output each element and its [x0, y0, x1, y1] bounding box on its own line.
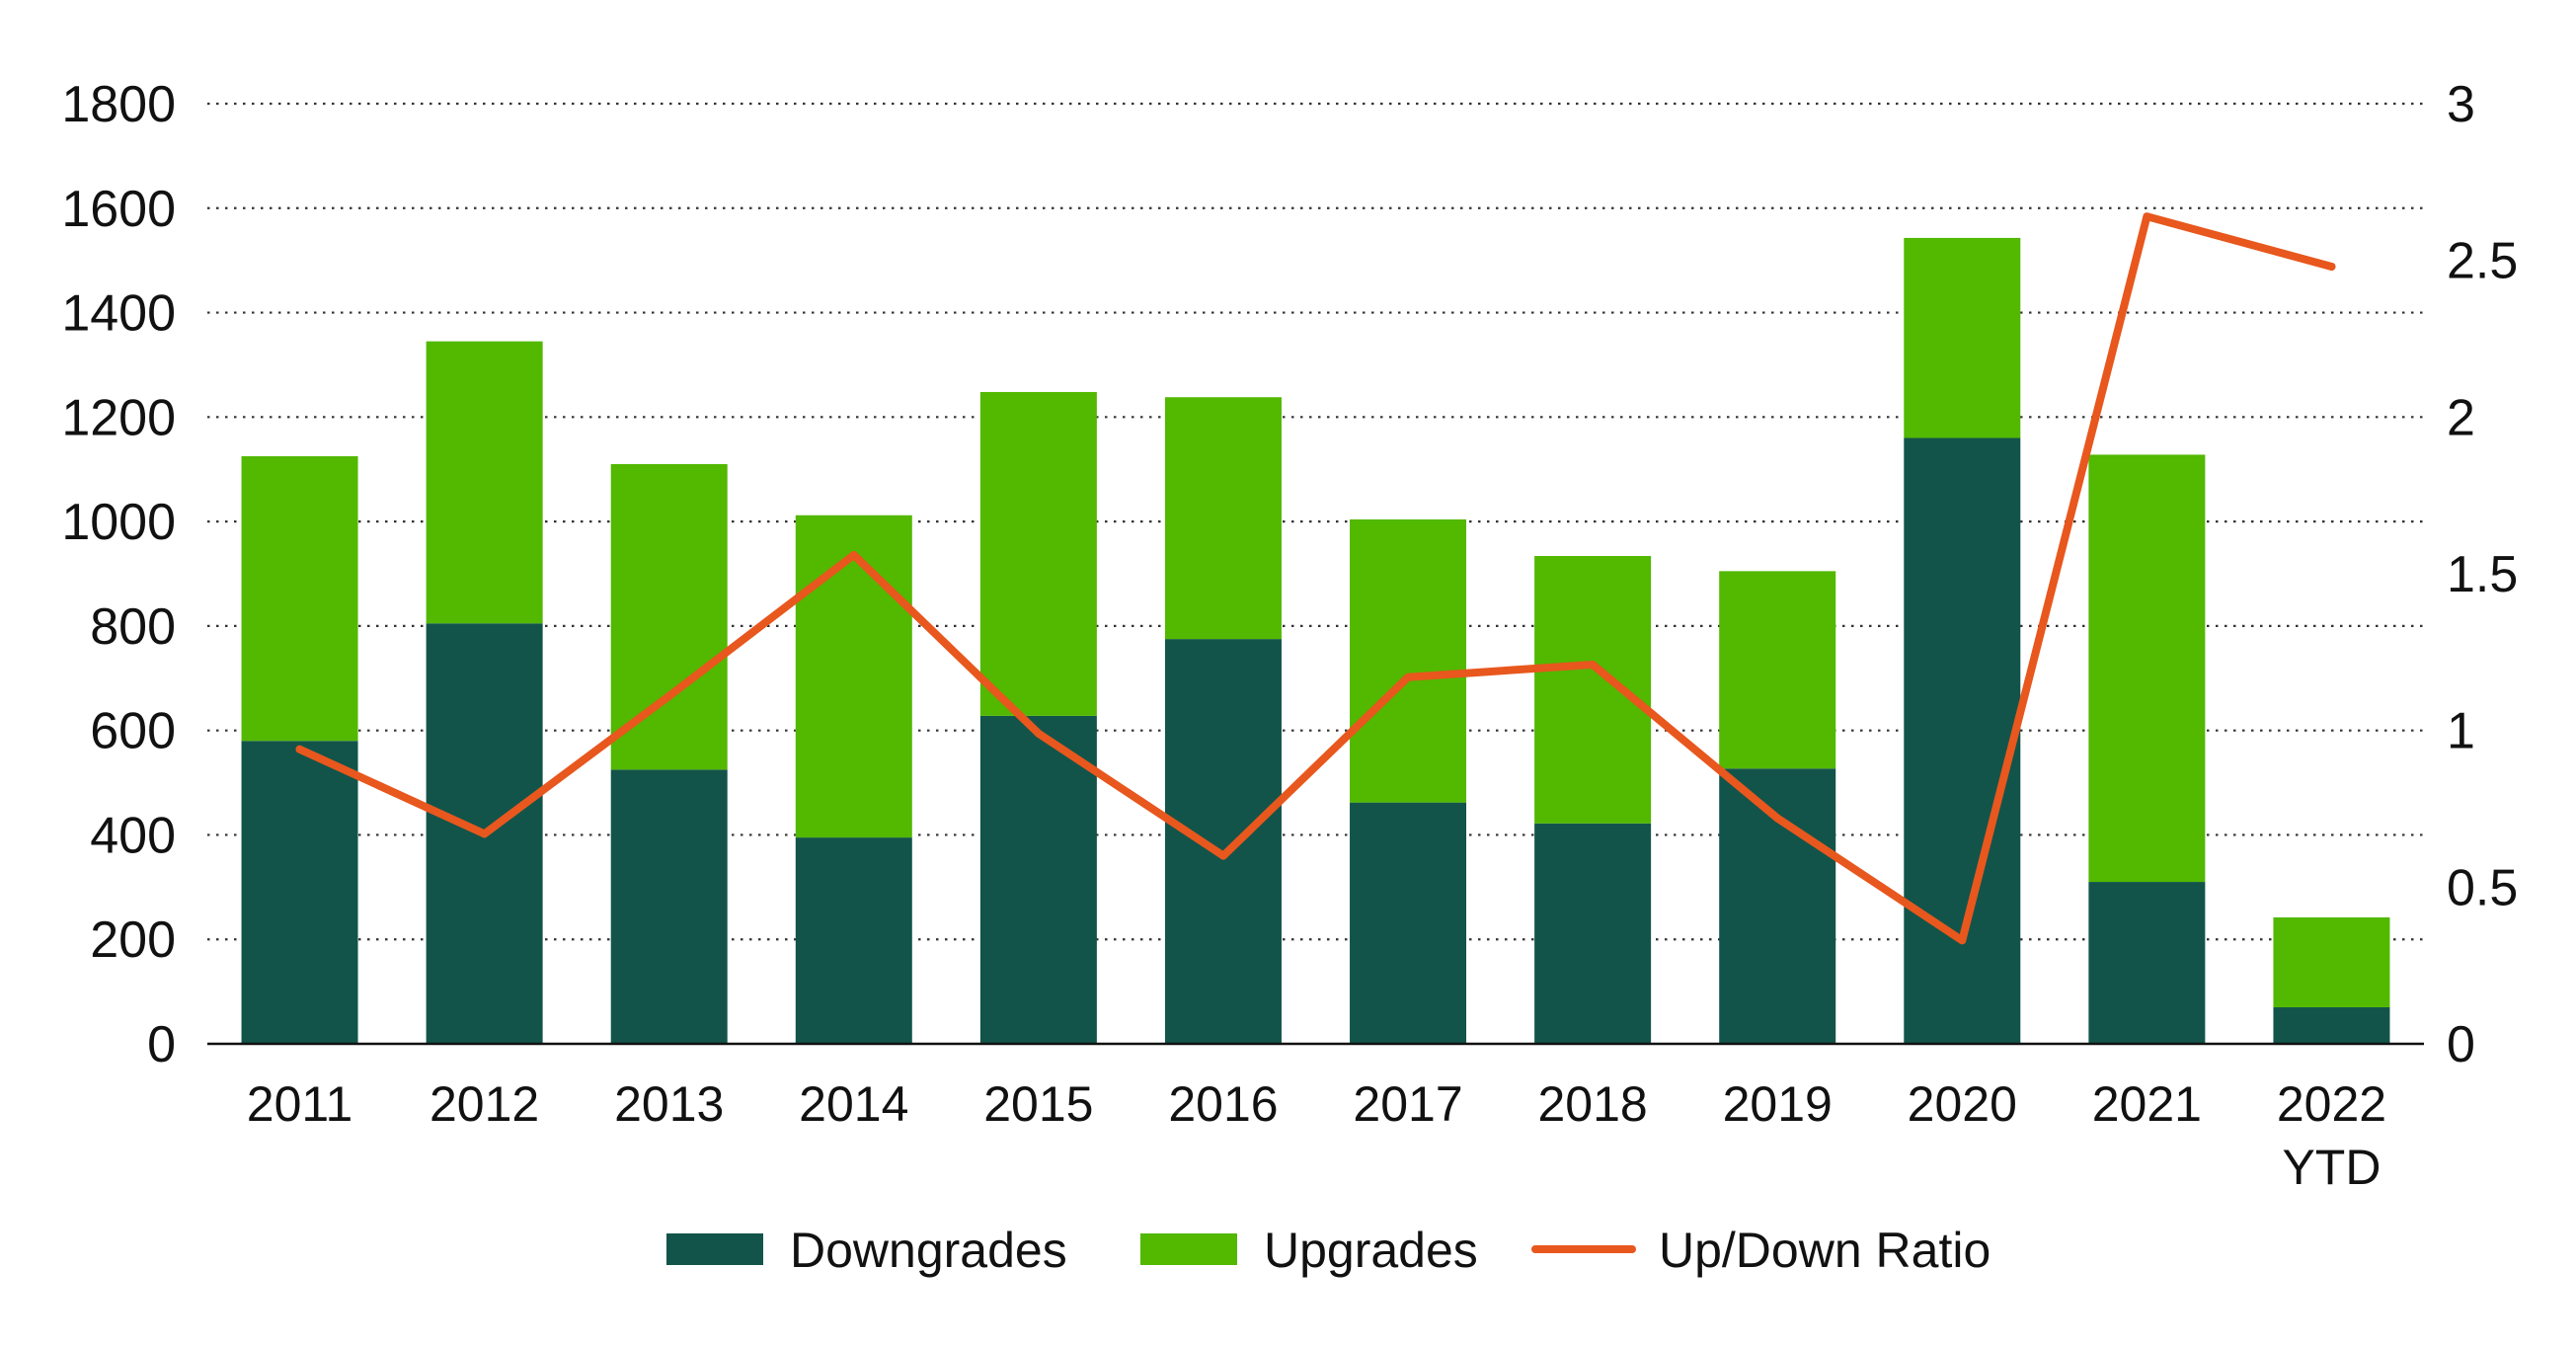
- bar-upgrades-2017: [1350, 518, 1467, 803]
- right-tick-label: 1: [2447, 703, 2475, 760]
- x-tick-label: 2020: [1908, 1076, 2017, 1132]
- legend: Downgrades Upgrades Up/Down Ratio: [666, 1223, 1991, 1278]
- bar-downgrades-2022-ytd: [2273, 1006, 2390, 1044]
- ratio-point-2021: [2143, 212, 2151, 221]
- x-axis: 2011 2012 2013 2014 2015 2016 2017 2018 2019 2020…: [207, 1042, 2424, 1195]
- ratio-line-layer: [295, 212, 2336, 945]
- bars: [241, 237, 2390, 1044]
- left-tick-label: 1200: [61, 389, 176, 446]
- bar-upgrades-2012: [426, 341, 543, 624]
- right-axis: 0 0.5 1 1.5 2 2.5 3: [2447, 76, 2518, 1073]
- bar-upgrades-2019: [1719, 571, 1836, 769]
- bar-downgrades-2018: [1534, 823, 1652, 1044]
- right-tick-label: 0.5: [2447, 859, 2518, 916]
- bar-upgrades-2020: [1904, 237, 2021, 438]
- bar-upgrades-2018: [1534, 556, 1652, 824]
- left-tick-label: 600: [90, 703, 176, 760]
- bar-downgrades-2021: [2088, 882, 2206, 1044]
- right-tick-label: 2: [2447, 389, 2475, 446]
- right-tick-label: 2.5: [2447, 233, 2518, 290]
- left-tick-label: 1000: [61, 494, 176, 551]
- x-tick-label: 2013: [614, 1076, 724, 1132]
- bar-downgrades-2011: [241, 741, 358, 1044]
- ratio-point-2014: [849, 550, 858, 559]
- ratio-point-2015: [1034, 729, 1043, 738]
- bar-downgrades-2020: [1904, 437, 2021, 1044]
- bar-upgrades-2015: [979, 391, 1097, 716]
- legend-label: Upgrades: [1264, 1223, 1478, 1278]
- right-tick-label: 0: [2447, 1016, 2475, 1073]
- x-tick-label: 2016: [1168, 1076, 1278, 1132]
- bar-upgrades-2016: [1164, 397, 1282, 640]
- x-tick-label: 2019: [1723, 1076, 1833, 1132]
- ratio-point-2016: [1218, 851, 1227, 860]
- x-tick-label: 2014: [799, 1076, 908, 1132]
- bar-downgrades-2016: [1164, 639, 1282, 1044]
- right-tick-label: 1.5: [2447, 546, 2518, 603]
- ratio-point-2018: [1589, 661, 1598, 670]
- left-tick-label: 200: [90, 911, 176, 969]
- ratio-point-2011: [295, 745, 304, 753]
- left-tick-label: 400: [90, 807, 176, 864]
- ratio-point-2017: [1404, 673, 1413, 681]
- bar-upgrades-2014: [795, 515, 912, 838]
- x-tick-label: 2017: [1353, 1076, 1462, 1132]
- x-tick-label: 2021: [2092, 1076, 2202, 1132]
- x-tick-label: 2012: [429, 1076, 539, 1132]
- legend-label: Downgrades: [790, 1223, 1067, 1278]
- right-tick-label: 3: [2447, 76, 2475, 133]
- bar-upgrades-2021: [2088, 454, 2206, 883]
- left-tick-label: 0: [147, 1016, 176, 1073]
- ratio-point-2013: [664, 691, 673, 700]
- left-axis: 0 200 400 600 800 1000 1200 1400 1600 1800: [61, 76, 176, 1073]
- bar-upgrades-2013: [610, 463, 728, 770]
- legend-swatch-downgrades: [666, 1233, 763, 1265]
- bar-downgrades-2019: [1719, 768, 1836, 1044]
- legend-swatch-upgrades: [1140, 1233, 1237, 1265]
- bar-upgrades-2011: [241, 456, 358, 742]
- ratio-line: [295, 212, 2336, 945]
- left-tick-label: 1800: [61, 76, 176, 133]
- ratio-point-2020: [1958, 936, 1967, 945]
- legend-label: Up/Down Ratio: [1659, 1223, 1991, 1278]
- x-tick-label: 2018: [1538, 1076, 1648, 1132]
- ratio-point-2022-ytd: [2327, 263, 2336, 272]
- ratio-point-2012: [480, 830, 489, 838]
- x-tick-label: YTD: [2282, 1140, 2381, 1195]
- bar-downgrades-2014: [795, 837, 912, 1044]
- left-tick-label: 800: [90, 598, 176, 656]
- bar-downgrades-2013: [610, 769, 728, 1044]
- bar-downgrades-2015: [979, 715, 1097, 1044]
- left-tick-label: 1400: [61, 285, 176, 343]
- x-tick-label: 2015: [983, 1076, 1093, 1132]
- bar-upgrades-2022-ytd: [2273, 917, 2390, 1007]
- left-tick-label: 1600: [61, 181, 176, 238]
- ratio-point-2019: [1773, 814, 1782, 823]
- bar-downgrades-2017: [1350, 802, 1467, 1044]
- x-tick-label: 2011: [247, 1076, 353, 1132]
- x-tick-label: 2022: [2277, 1076, 2386, 1132]
